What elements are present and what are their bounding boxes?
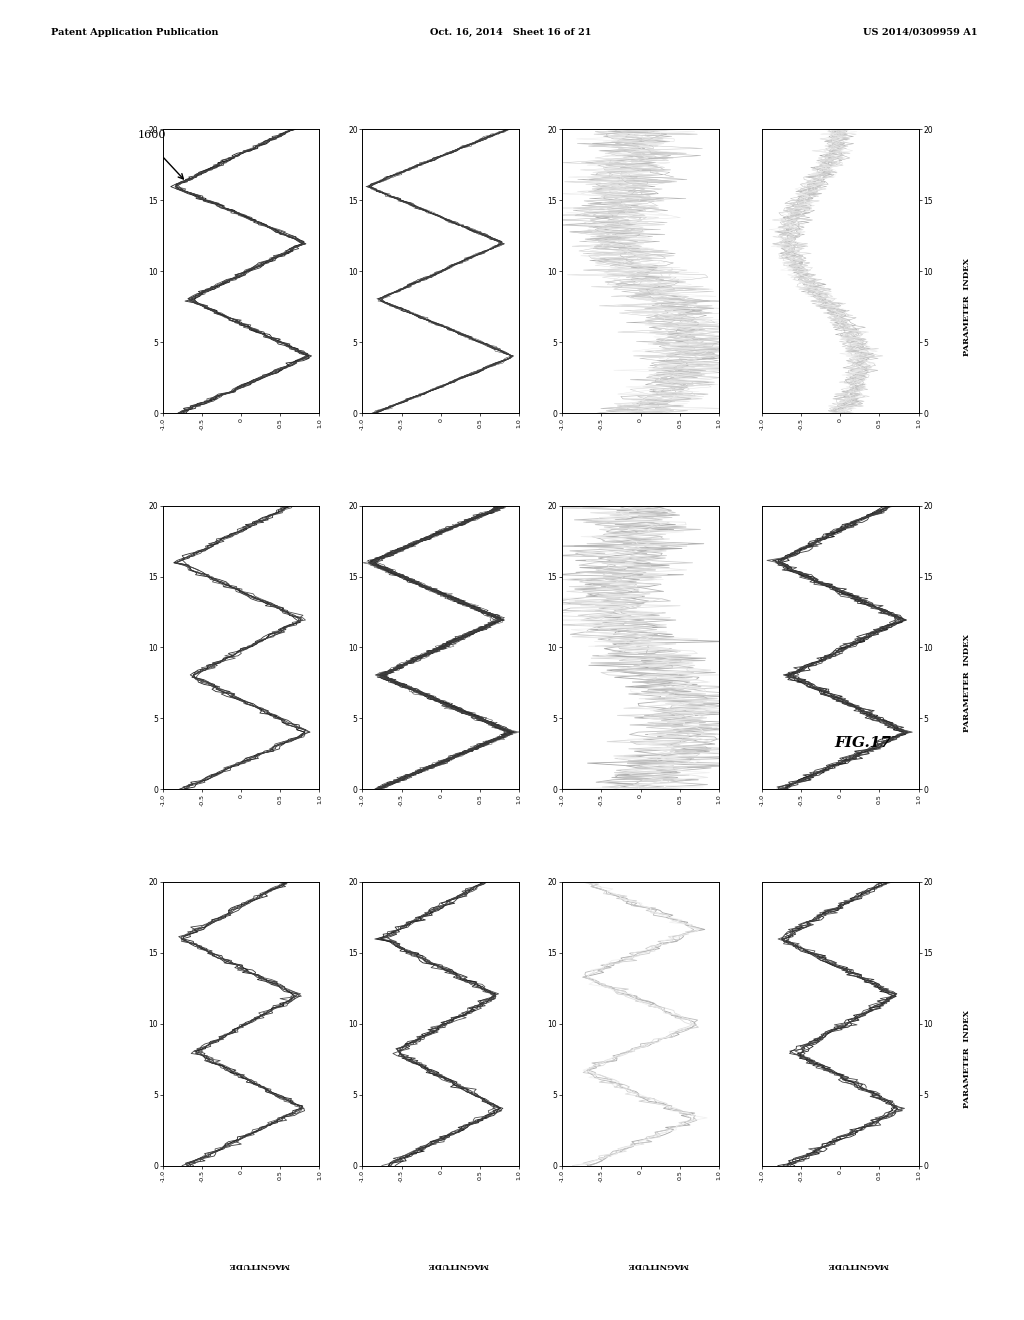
Text: MAGNITUDE: MAGNITUDE <box>627 1261 689 1269</box>
Text: Patent Application Publication: Patent Application Publication <box>51 28 219 37</box>
Text: MAGNITUDE: MAGNITUDE <box>427 1261 489 1269</box>
Text: 1600: 1600 <box>137 129 166 140</box>
Text: US 2014/0309959 A1: US 2014/0309959 A1 <box>863 28 978 37</box>
Text: MAGNITUDE: MAGNITUDE <box>826 1261 889 1269</box>
Text: PARAMETER  INDEX: PARAMETER INDEX <box>963 257 971 356</box>
Text: Oct. 16, 2014   Sheet 16 of 21: Oct. 16, 2014 Sheet 16 of 21 <box>430 28 592 37</box>
Text: FIG.17: FIG.17 <box>835 737 892 750</box>
Text: PARAMETER  INDEX: PARAMETER INDEX <box>963 1010 971 1109</box>
Text: MAGNITUDE: MAGNITUDE <box>227 1261 290 1269</box>
Text: PARAMETER  INDEX: PARAMETER INDEX <box>963 634 971 733</box>
